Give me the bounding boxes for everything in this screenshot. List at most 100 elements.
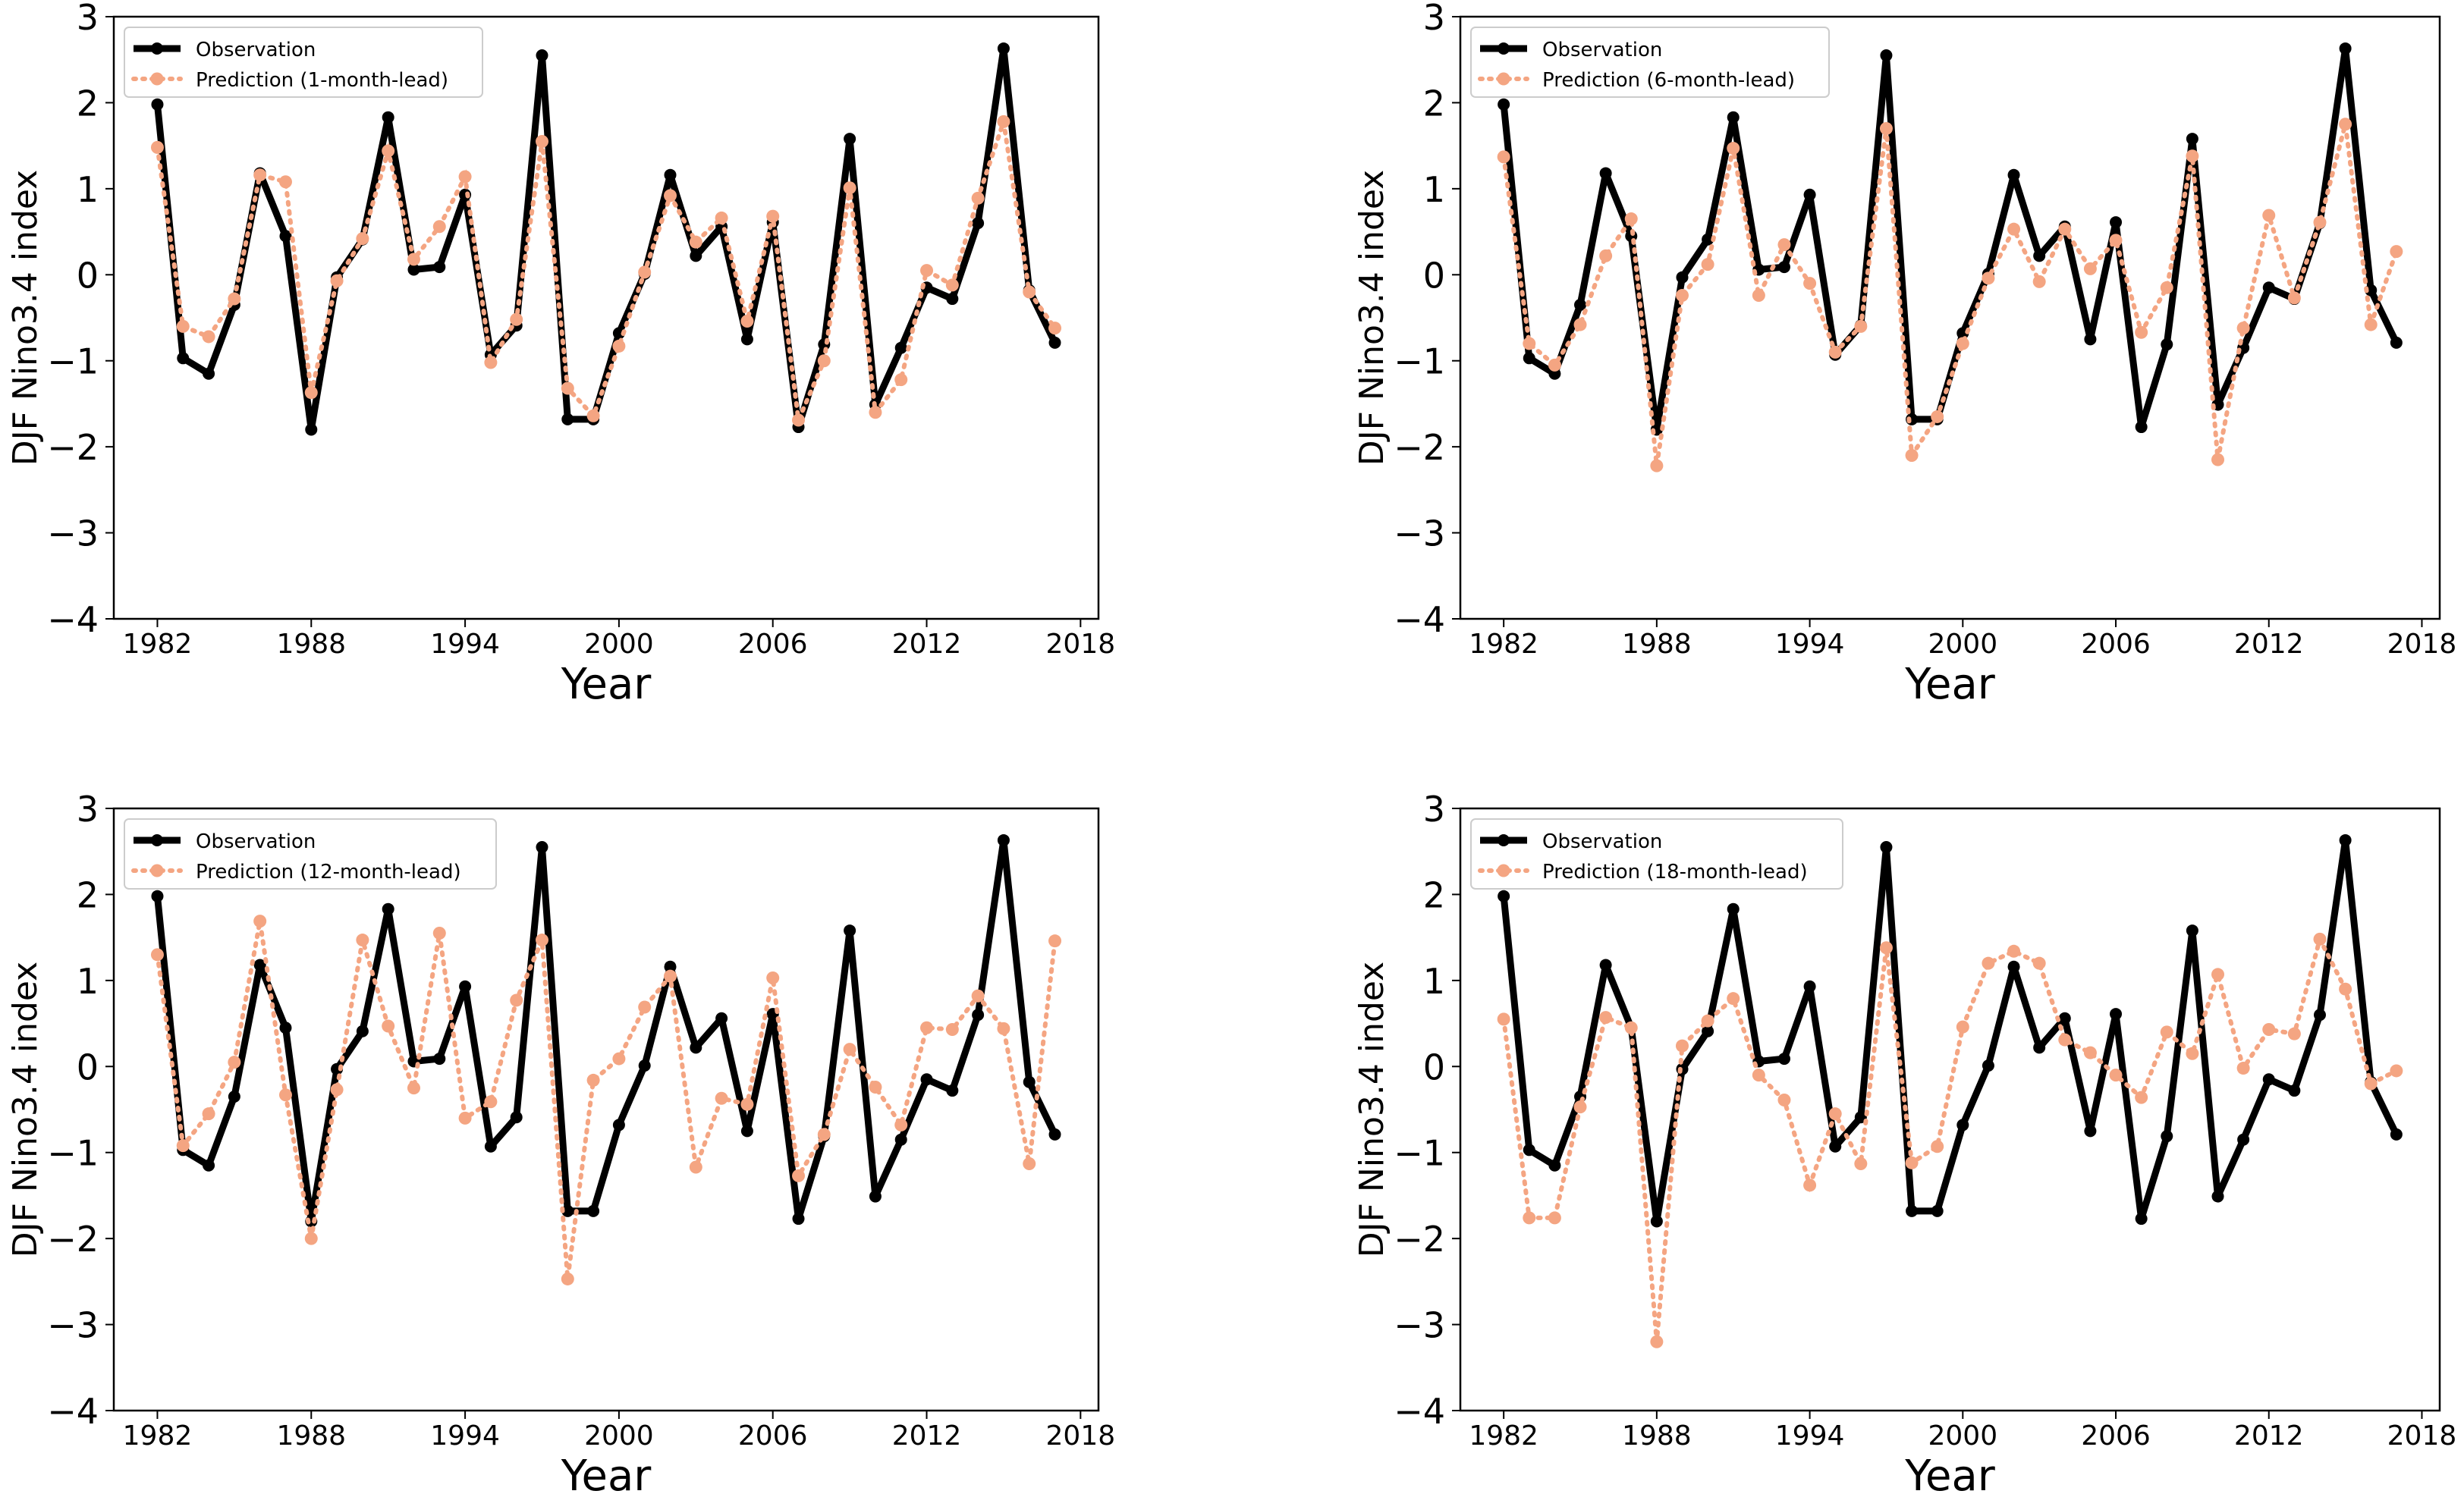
- prediction-line: [1501, 933, 2399, 1342]
- legend-prediction-marker: [150, 864, 164, 877]
- prediction-point: [1879, 121, 1893, 135]
- y-tick-label: 1: [1423, 961, 1445, 1002]
- y-tick-label: −4: [47, 1391, 99, 1432]
- observation-point: [1777, 1053, 1790, 1066]
- prediction-point: [432, 220, 446, 234]
- legend-prediction-label: Prediction (12-month-lead): [196, 861, 461, 884]
- prediction-point: [1956, 1020, 1969, 1034]
- y-tick-label: −2: [47, 1219, 99, 1260]
- y-tick-label: 3: [77, 0, 99, 38]
- observation-point: [2007, 168, 2020, 181]
- legend-observation-label: Observation: [1542, 830, 1662, 853]
- prediction-point: [971, 191, 985, 205]
- prediction-point: [2186, 1047, 2199, 1060]
- observation-point: [1574, 298, 1587, 311]
- observation-point: [433, 1053, 446, 1066]
- prediction-point: [1727, 142, 1740, 155]
- prediction-point: [1548, 1211, 1561, 1225]
- observation-point: [2186, 924, 2198, 937]
- y-tick-label: −2: [1394, 427, 1445, 468]
- x-tick-label: 2006: [2081, 629, 2151, 660]
- prediction-point: [945, 278, 959, 292]
- x-tick-label: 1988: [1622, 1420, 1692, 1452]
- observation-point: [1599, 167, 1612, 180]
- x-tick-label: 1994: [1775, 1420, 1845, 1452]
- prediction-point: [2262, 1023, 2276, 1037]
- observation-point: [279, 1022, 292, 1034]
- prediction-point: [2109, 1069, 2123, 1082]
- prediction-point: [2390, 1064, 2403, 1078]
- prediction-point: [1650, 1335, 1664, 1348]
- legend-box: [1470, 818, 1843, 890]
- observation-point: [2161, 338, 2173, 351]
- prediction-point: [1879, 941, 1893, 955]
- observation-point: [203, 1159, 215, 1172]
- observation-point: [484, 1140, 497, 1153]
- prediction-point: [2390, 245, 2403, 259]
- prediction-point: [176, 1139, 190, 1153]
- prediction-point: [1023, 1157, 1036, 1170]
- prediction-point: [1956, 337, 1969, 350]
- prediction-point: [1982, 956, 1995, 970]
- prediction-point: [740, 1097, 754, 1111]
- observation-point: [1829, 1140, 1842, 1153]
- legend-box: [1470, 27, 1830, 98]
- prediction-point: [2186, 149, 2199, 163]
- prediction-point: [971, 989, 985, 1003]
- observation-point: [2135, 421, 2148, 434]
- prediction-point: [1675, 1039, 1689, 1053]
- prediction-point: [1048, 322, 1062, 335]
- plot-area: [1497, 833, 2403, 1348]
- legend-prediction-marker: [150, 72, 164, 86]
- x-tick-label: 2018: [2387, 629, 2457, 660]
- observation-point: [2007, 960, 2020, 973]
- observation-point: [664, 168, 677, 181]
- prediction-point: [1548, 358, 1561, 372]
- observation-point: [1702, 233, 1714, 246]
- y-tick-label: 0: [77, 255, 99, 296]
- prediction-point: [2007, 944, 2021, 958]
- prediction-point: [817, 1128, 831, 1141]
- prediction-point: [407, 1081, 420, 1095]
- prediction-point: [1752, 289, 1765, 303]
- observation-point: [920, 1073, 933, 1086]
- observation-point: [2084, 1125, 2097, 1138]
- observation-point: [2161, 1130, 2173, 1143]
- prediction-point: [2109, 234, 2123, 247]
- prediction-line: [155, 921, 1058, 1279]
- observation-point: [305, 423, 318, 436]
- observation-point: [151, 98, 164, 111]
- observation-point: [844, 924, 856, 937]
- observation-point: [433, 261, 446, 274]
- prediction-point: [664, 969, 677, 983]
- prediction-point: [792, 413, 806, 427]
- observation-point: [510, 1111, 523, 1124]
- legend-observation-marker: [151, 42, 163, 55]
- legend-box: [124, 27, 483, 98]
- prediction-point: [510, 312, 523, 326]
- observation-point: [1498, 98, 1510, 111]
- observation-point: [2339, 833, 2352, 846]
- y-tick-label: 3: [1423, 0, 1445, 38]
- x-tick-label: 2000: [584, 1420, 654, 1452]
- observation-point: [1599, 959, 1612, 971]
- prediction-point: [253, 915, 267, 928]
- axes-frame: [112, 15, 1100, 620]
- y-tick-label: 3: [77, 789, 99, 830]
- prediction-point: [1048, 934, 1062, 948]
- chart-panel-2: −4 −3 −2 −1 0 1 2 3 1982 1988 1994 2000 2006 2012 2018…: [1353, 0, 2456, 709]
- prediction-point: [2339, 118, 2352, 131]
- prediction-point: [510, 993, 523, 1007]
- prediction-point: [664, 189, 677, 202]
- prediction-line: [1501, 124, 2399, 466]
- observation-point: [792, 1213, 805, 1226]
- observation-point: [1048, 336, 1061, 349]
- y-axis-label: DJF Nino3.4 index: [6, 962, 45, 1257]
- prediction-point: [689, 235, 702, 249]
- observation-point: [1880, 49, 1893, 62]
- prediction-line: [155, 121, 1058, 429]
- prediction-point: [1854, 319, 1868, 333]
- prediction-point: [817, 354, 831, 368]
- observation-point: [2237, 1133, 2250, 1146]
